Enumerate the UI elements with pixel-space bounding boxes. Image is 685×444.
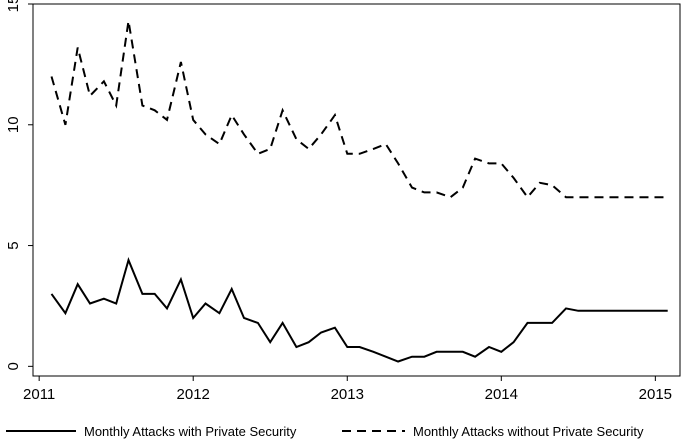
series-line-with-private-security [50,257,668,363]
legend: Monthly Attacks with Private Security Mo… [6,424,644,439]
x-tick-label: 2012 [177,386,210,403]
x-tick-label: 2015 [639,386,672,403]
legend-label-without-private-security: Monthly Attacks without Private Security [413,424,644,439]
x-axis: 2011 2012 2013 2014 2015 [23,376,672,403]
y-axis: 0 5 10 15 [5,0,33,371]
x-tick-label: 2013 [331,386,364,403]
y-tick-label: 15 [5,0,22,12]
series-line-without-private-security [50,20,668,199]
plot-frame [32,3,681,377]
y-tick-label: 10 [5,116,22,133]
x-tick-label: 2011 [23,386,55,403]
y-tick-label: 5 [5,241,22,249]
series-layer [50,20,668,363]
y-tick-label: 0 [5,362,22,370]
x-tick-label: 2014 [485,386,518,403]
plot-area-border [32,3,681,377]
legend-label-with-private-security: Monthly Attacks with Private Security [84,424,297,439]
